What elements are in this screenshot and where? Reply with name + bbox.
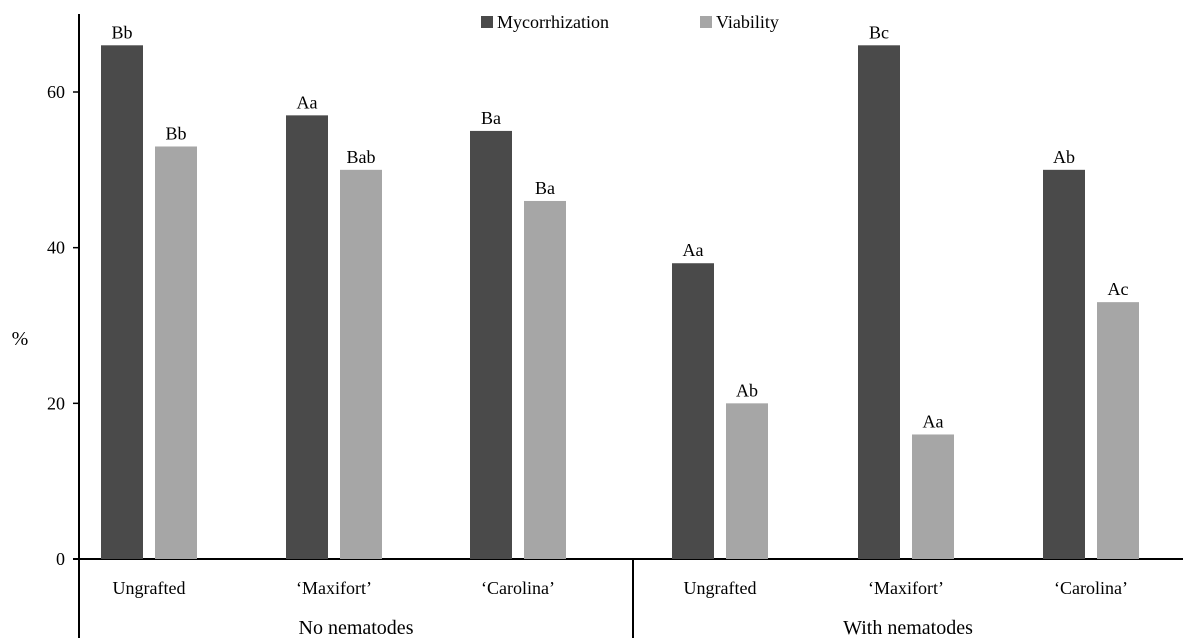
x-group-label: No nematodes	[299, 617, 414, 638]
bar-data-label: Bb	[165, 123, 186, 143]
bar-viability	[524, 200, 566, 559]
bars: Bb Bb Aa Bab Ba Ba Aa Ab Bc Aa Ab Ac	[101, 22, 1139, 560]
axes: 0 20 40 60% Ungrafted ‘Maxifort’ ‘Carolina’ No …	[12, 14, 1183, 638]
bar-data-label: Ab	[736, 380, 758, 400]
x-category-label: Ungrafted	[113, 578, 186, 598]
bar-data-label: Aa	[923, 411, 944, 431]
y-tick-label: 40	[47, 238, 65, 258]
bar-data-label: Ac	[1108, 279, 1129, 299]
legend-viability-swatch	[700, 16, 712, 28]
bar-data-label: Ba	[535, 178, 555, 198]
legend: Mycorrhization Viability	[481, 12, 779, 32]
bar-data-label: Bb	[111, 22, 132, 42]
legend-viability-label: Viability	[716, 12, 779, 32]
bar-viability	[1097, 302, 1139, 559]
bar-viability	[912, 434, 954, 559]
x-category-label: ‘Maxifort’	[296, 578, 372, 598]
bar-mycorrhization	[858, 45, 900, 560]
bar-data-label: Ba	[481, 108, 501, 128]
bar-mycorrhization	[1043, 169, 1085, 560]
legend-mycorrhization-swatch	[481, 16, 493, 28]
y-axis-label: %	[12, 328, 29, 350]
bar-data-label: Aa	[683, 240, 704, 260]
y-tick-label: 0	[56, 549, 65, 569]
bar-viability	[155, 146, 197, 559]
x-category-label: ‘Carolina’	[1054, 578, 1128, 598]
bar-data-label: Bc	[869, 22, 889, 42]
bar-data-label: Bab	[347, 147, 376, 167]
x-category-label: ‘Maxifort’	[868, 578, 944, 598]
bar-mycorrhization	[672, 263, 714, 559]
x-category-label: ‘Carolina’	[481, 578, 555, 598]
y-tick-label: 20	[47, 393, 65, 413]
bar-mycorrhization	[286, 115, 328, 559]
bar-viability	[340, 169, 382, 560]
bar-viability	[726, 403, 768, 559]
bar-mycorrhization	[101, 45, 143, 560]
bar-data-label: Ab	[1053, 147, 1075, 167]
y-tick-label: 60	[47, 82, 65, 102]
x-group-label: With nematodes	[843, 617, 973, 638]
x-category-label: Ungrafted	[684, 578, 757, 598]
bar-mycorrhization	[470, 130, 512, 559]
legend-mycorrhization-label: Mycorrhization	[497, 12, 609, 32]
bar-data-label: Aa	[297, 92, 318, 112]
